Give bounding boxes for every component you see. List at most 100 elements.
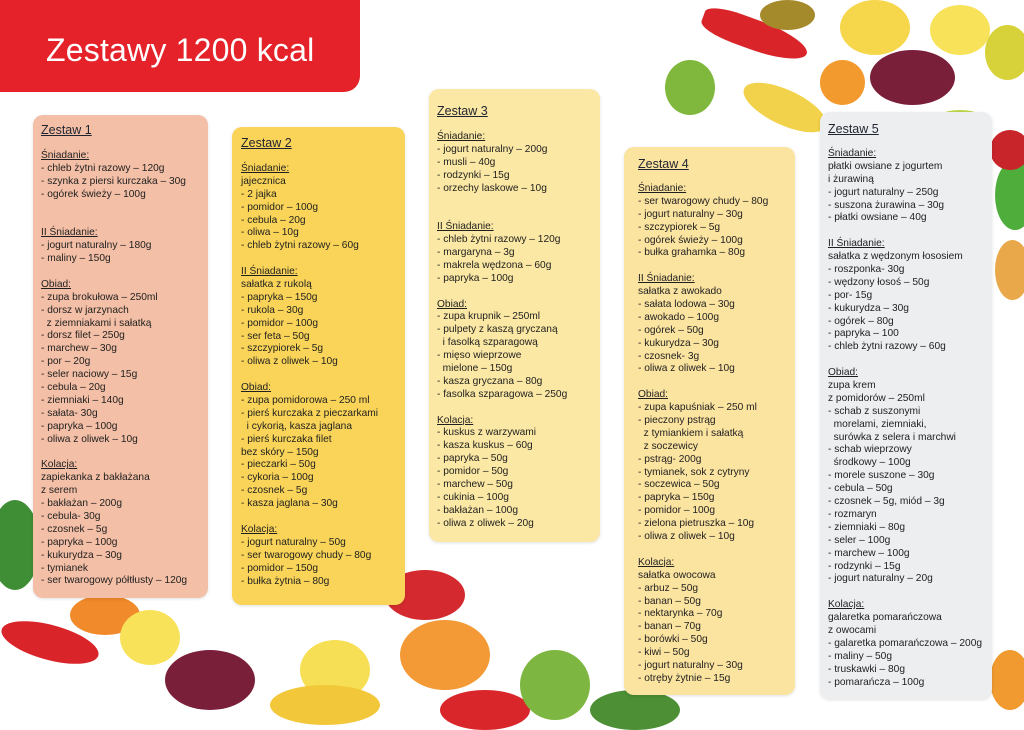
meal-line: - oliwa z oliwek – 10g bbox=[41, 433, 138, 445]
meal-line: - dorsz w jarzynach bbox=[41, 304, 129, 316]
meal-line: i żurawiną bbox=[828, 173, 874, 185]
meal-line: Obiad: bbox=[828, 367, 859, 379]
meal-line: - kukurydza – 30g bbox=[41, 549, 122, 561]
meal-line: - galaretka pomarańczowa – 200g bbox=[828, 637, 983, 649]
meal-line bbox=[241, 511, 378, 524]
meal-line: - schab wieprzowy bbox=[828, 444, 912, 456]
meal-line: Kolacja: bbox=[437, 414, 474, 426]
meal-line: - pomidor – 150g bbox=[241, 562, 319, 574]
meal-line: - chleb żytni razowy – 120g bbox=[41, 162, 165, 174]
meal-line bbox=[41, 446, 187, 459]
apricot-decoration bbox=[820, 60, 865, 105]
meal-line: - szczypiorek – 5g bbox=[638, 221, 721, 233]
meal-line: - borówki – 50g bbox=[638, 634, 708, 646]
meal-line: - marchew – 30g bbox=[41, 343, 117, 355]
meal-line: - cebula – 50g bbox=[828, 483, 893, 495]
lemon-decoration bbox=[930, 5, 990, 55]
meal-line: - pomidor – 50g bbox=[437, 466, 509, 478]
meal-line: - rodzynki – 15g bbox=[437, 169, 510, 181]
page-title: Zestawy 1200 kcal bbox=[46, 32, 315, 68]
meal-line: - zupa krupnik – 250ml bbox=[437, 311, 541, 323]
meal-line: - bakłażan – 100g bbox=[437, 504, 518, 516]
meal-line: - papryka – 100g bbox=[41, 536, 118, 548]
meal-line: - oliwa z oliwek – 10g bbox=[638, 531, 735, 543]
meal-line: - ziemniaki – 80g bbox=[828, 521, 906, 533]
meal-line bbox=[41, 214, 187, 227]
meal-line: zupa krem bbox=[828, 380, 876, 392]
meal-line: - jogurt naturalny – 200g bbox=[437, 143, 548, 155]
meal-line: - zupa kapuśniak – 250 ml bbox=[638, 402, 757, 414]
meal-line: - cebula – 20g bbox=[41, 382, 106, 394]
meal-line: z owocami bbox=[828, 624, 877, 636]
meal-line: - pomidor – 100g bbox=[638, 505, 716, 517]
meal-line: - seler – 100g bbox=[828, 534, 891, 546]
meal-line: - jogurt naturalny – 30g bbox=[638, 659, 743, 671]
meal-line: - otręby żytnie – 15g bbox=[638, 672, 731, 684]
meal-line: - kasza kuskus – 60g bbox=[437, 440, 533, 452]
meal-line bbox=[437, 208, 567, 221]
meal-line: Obiad: bbox=[638, 389, 669, 401]
meal-line: - mięso wieprzowe bbox=[437, 350, 522, 362]
meal-line: - szynka z piersi kurczaka – 30g bbox=[41, 175, 186, 187]
meal-line: bez skóry – 150g bbox=[241, 446, 319, 458]
meal-line: mielone – 150g bbox=[437, 363, 513, 375]
meal-line: - kukurydza – 30g bbox=[828, 302, 909, 314]
meal-line: - czosnek – 5g, miód – 3g bbox=[828, 496, 945, 508]
meal-line: - zielona pietruszka – 10g bbox=[638, 518, 755, 530]
meal-line: Śniadanie: bbox=[241, 163, 290, 174]
meal-line: Kolacja: bbox=[41, 459, 78, 471]
meal-line: Obiad: bbox=[41, 278, 72, 290]
meal-list: Śniadanie: - chleb żytni razowy – 120g - s… bbox=[41, 150, 187, 588]
corn-decoration bbox=[270, 685, 380, 725]
meal-line: sałatka owocowa bbox=[638, 569, 716, 581]
meal-line: - ser twarogowy półtłusty – 120g bbox=[41, 575, 188, 587]
meal-line: - szczypiorek – 5g bbox=[241, 343, 324, 355]
meal-line: Obiad: bbox=[241, 382, 272, 394]
meal-line: - papryka – 100g bbox=[437, 272, 514, 284]
green-apple-decoration bbox=[995, 160, 1024, 230]
meal-line: galaretka pomarańczowa bbox=[828, 612, 942, 624]
meal-line: - truskawki – 80g bbox=[828, 663, 906, 675]
leaf-decoration bbox=[665, 60, 715, 115]
meal-line: - awokado – 100g bbox=[638, 311, 719, 323]
meal-line: sałatka z wędzonym łososiem bbox=[828, 251, 963, 263]
meal-line: - margaryna – 3g bbox=[437, 247, 515, 259]
meal-line: II Śniadanie: bbox=[41, 227, 98, 239]
meal-set-card-1: Zestaw 1 Śniadanie: - chleb żytni razowy … bbox=[33, 115, 208, 598]
meal-set-card-5: Zestaw 5 Śniadanie: płatki owsiane z jogu… bbox=[820, 112, 992, 699]
meal-line: - pieczony pstrąg bbox=[638, 415, 716, 427]
meal-line: Obiad: bbox=[437, 298, 468, 310]
meal-line bbox=[638, 376, 768, 389]
meal-line: - cukinia – 100g bbox=[437, 491, 509, 503]
meal-line: - pierś kurczaka z pieczarkami bbox=[241, 407, 379, 419]
meal-line: - ser twarogowy chudy – 80g bbox=[241, 549, 372, 561]
meal-line: - oliwa z oliwek – 10g bbox=[638, 363, 735, 375]
apricots-decoration bbox=[400, 620, 490, 690]
meal-line: - ogórek – 80g bbox=[828, 315, 894, 327]
meal-line: II Śniadanie: bbox=[828, 238, 885, 250]
meal-line bbox=[828, 586, 982, 599]
meal-line: - jogurt naturalny – 250g bbox=[828, 186, 939, 198]
meal-line: - pieczarki – 50g bbox=[241, 459, 316, 471]
meal-line: - ogórek – 50g bbox=[638, 324, 704, 336]
meal-line: - pomidor – 100g bbox=[241, 317, 319, 329]
broccoli-decoration bbox=[590, 690, 680, 730]
meal-line: - pomarańcza – 100g bbox=[828, 676, 925, 688]
meal-line: - kiwi – 50g bbox=[638, 647, 690, 659]
meal-line bbox=[241, 253, 378, 266]
meal-line: z ziemniakami i sałatką bbox=[41, 317, 152, 329]
meal-line: - papryka – 150g bbox=[638, 492, 715, 504]
meal-line: - oliwa z oliwek – 10g bbox=[241, 356, 338, 368]
meal-line: - cebula- 30g bbox=[41, 510, 101, 522]
meal-line: - rozmaryn bbox=[828, 508, 877, 520]
meal-line: - płatki owsiane – 40g bbox=[828, 212, 927, 224]
orange-right-decoration bbox=[990, 650, 1024, 710]
meal-line: - banan – 50g bbox=[638, 595, 701, 607]
meal-line bbox=[437, 402, 567, 415]
meal-line: - ser twarogowy chudy – 80g bbox=[638, 195, 769, 207]
meal-line: - banan – 70g bbox=[638, 621, 701, 633]
meal-line: sałatka z rukolą bbox=[241, 279, 312, 291]
meal-line: II Śniadanie: bbox=[437, 221, 494, 233]
meal-line: - pulpety z kaszą gryczaną bbox=[437, 324, 558, 336]
meal-line: - czosnek – 5g bbox=[41, 523, 108, 535]
